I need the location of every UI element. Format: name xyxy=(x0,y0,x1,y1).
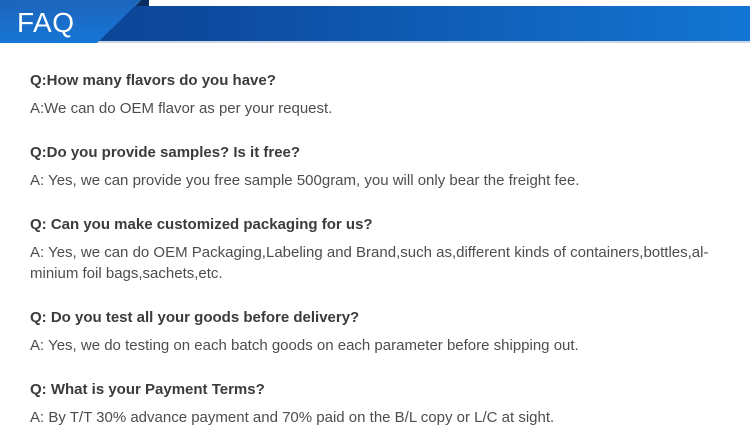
faq-answer: A: Yes, we do testing on each batch good… xyxy=(30,337,579,354)
faq-answer: A:We can do OEM flavor as per your reque… xyxy=(30,100,333,117)
faq-question: Q: Can you make customized packaging for… xyxy=(30,216,373,233)
faq-question: Q:Do you provide samples? Is it free? xyxy=(30,144,301,161)
faq-question: Q: Do you test all your goods before del… xyxy=(30,309,360,326)
faq-item: Q: Can you make customized packaging for… xyxy=(30,214,723,284)
faq-item: Q:How many flavors do you have? A:We can… xyxy=(30,70,723,119)
faq-question: Q: What is your Payment Terms? xyxy=(30,381,265,398)
faq-answer: A: By T/T 30% advance payment and 70% pa… xyxy=(30,409,555,426)
ribbon-fold-corner xyxy=(135,0,149,6)
faq-item: Q: What is your Payment Terms? A: By T/T… xyxy=(30,379,723,428)
faq-list: Q:How many flavors do you have? A:We can… xyxy=(0,45,750,428)
faq-title: FAQ xyxy=(17,7,75,38)
faq-item: Q: Do you test all your goods before del… xyxy=(30,307,723,356)
faq-answer: A: Yes, we can provide you free sample 5… xyxy=(30,172,580,189)
faq-header: FAQ xyxy=(0,0,750,45)
faq-item: Q:Do you provide samples? Is it free? A:… xyxy=(30,142,723,191)
faq-question: Q:How many flavors do you have? xyxy=(30,72,276,89)
faq-answer: A: Yes, we can do OEM Packaging,Labeling… xyxy=(30,244,709,282)
